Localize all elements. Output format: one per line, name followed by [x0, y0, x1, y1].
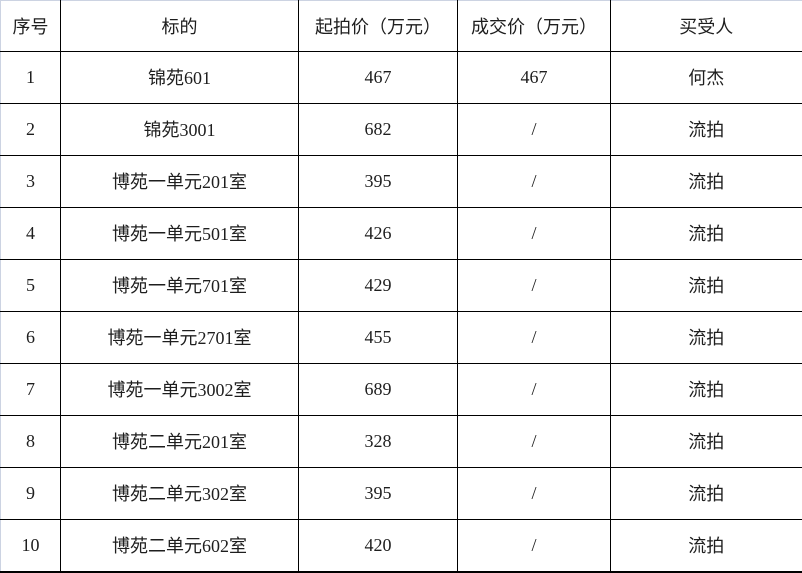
cell-index: 3 [0, 154, 61, 208]
table-row: 2 锦苑3001 682/流拍 [0, 102, 802, 156]
cell-subject: 博苑一单元201室 [60, 154, 299, 208]
cell-deal_price: / [457, 206, 611, 260]
cell-start_price: 467 [298, 51, 458, 104]
header-row: 序号 标的 起拍价（万元） 成交价（万元） 买受人 [0, 0, 802, 52]
cell-deal_price: / [457, 518, 611, 573]
cell-index: 4 [0, 206, 61, 260]
cell-deal_price: / [457, 258, 611, 312]
cell-buyer: 流拍 [610, 258, 802, 312]
cell-buyer: 流拍 [610, 466, 802, 520]
cell-deal_price: 467 [457, 51, 611, 104]
cell-index: 10 [0, 518, 61, 573]
cell-subject: 锦苑601 [60, 51, 299, 104]
cell-buyer: 流拍 [610, 310, 802, 364]
cell-deal_price: / [457, 154, 611, 208]
cell-index: 8 [0, 414, 61, 468]
cell-buyer: 流拍 [610, 362, 802, 416]
cell-start_price: 682 [298, 102, 458, 156]
cell-deal_price: / [457, 362, 611, 416]
cell-buyer: 流拍 [610, 102, 802, 156]
cell-start_price: 328 [298, 414, 458, 468]
cell-start_price: 689 [298, 362, 458, 416]
cell-start_price: 420 [298, 518, 458, 573]
table-row: 10 博苑二单元602室 420/流拍 [0, 518, 802, 573]
cell-deal_price: / [457, 466, 611, 520]
cell-subject: 博苑一单元701室 [60, 258, 299, 312]
cell-deal_price: / [457, 102, 611, 156]
cell-subject: 博苑二单元302室 [60, 466, 299, 520]
table-row: 8 博苑二单元201室 328/流拍 [0, 414, 802, 468]
cell-index: 1 [0, 51, 61, 104]
table-row: 1 锦苑601 467 467 何杰 [0, 51, 802, 104]
column-header-index: 序号 [0, 0, 61, 52]
column-header-deal-price: 成交价（万元） [457, 0, 611, 52]
cell-start_price: 395 [298, 154, 458, 208]
column-header-start-price: 起拍价（万元） [298, 0, 458, 52]
cell-start_price: 395 [298, 466, 458, 520]
table-row: 7 博苑一单元3002室 689/流拍 [0, 362, 802, 416]
cell-buyer: 流拍 [610, 206, 802, 260]
cell-deal_price: / [457, 414, 611, 468]
cell-subject: 博苑一单元3002室 [60, 362, 299, 416]
cell-index: 2 [0, 102, 61, 156]
cell-index: 6 [0, 310, 61, 364]
column-header-buyer: 买受人 [610, 0, 802, 52]
column-header-subject: 标的 [60, 0, 299, 52]
cell-index: 7 [0, 362, 61, 416]
cell-start_price: 429 [298, 258, 458, 312]
cell-buyer: 流拍 [610, 518, 802, 573]
cell-subject: 博苑一单元501室 [60, 206, 299, 260]
cell-buyer: 流拍 [610, 154, 802, 208]
cell-buyer: 何杰 [610, 51, 802, 104]
cell-subject: 博苑二单元201室 [60, 414, 299, 468]
table-body: 1 锦苑601 467 467 何杰 2 锦苑3001 682/流拍 3 博苑一单元201室 395… [0, 51, 802, 573]
cell-deal_price: / [457, 310, 611, 364]
table-row: 6 博苑一单元2701室 455/流拍 [0, 310, 802, 364]
cell-buyer: 流拍 [610, 414, 802, 468]
table-row: 4 博苑一单元501室 426/流拍 [0, 206, 802, 260]
cell-subject: 锦苑3001 [60, 102, 299, 156]
table-row: 5 博苑一单元701室 429/流拍 [0, 258, 802, 312]
cell-subject: 博苑一单元2701室 [60, 310, 299, 364]
cell-subject: 博苑二单元602室 [60, 518, 299, 573]
cell-index: 9 [0, 466, 61, 520]
cell-start_price: 426 [298, 206, 458, 260]
table-row: 3 博苑一单元201室 395/流拍 [0, 154, 802, 208]
cell-start_price: 455 [298, 310, 458, 364]
cell-index: 5 [0, 258, 61, 312]
table-row: 9 博苑二单元302室 395/流拍 [0, 466, 802, 520]
